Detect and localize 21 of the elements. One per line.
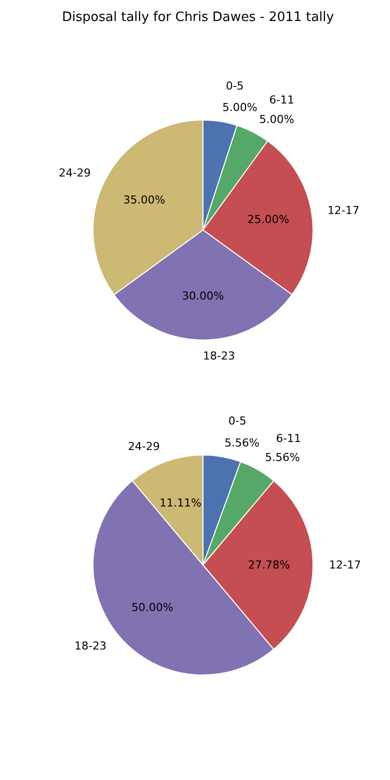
slice-label: 6-11 xyxy=(269,93,294,106)
data-label: 5.56% xyxy=(265,451,300,464)
slice-label: 18-23 xyxy=(74,639,106,652)
data-label: 5.00% xyxy=(259,113,294,126)
slice-label: 6-11 xyxy=(276,432,302,446)
slice-label: 0-5 xyxy=(226,79,244,92)
slice-label: 24-29 xyxy=(58,166,91,180)
data-label: 50.00% xyxy=(131,600,174,614)
slice-label: 12-17 xyxy=(329,558,361,572)
slice-label: 18-23 xyxy=(203,350,235,362)
slice-label: 24-29 xyxy=(128,440,160,454)
slice-label: 0-5 xyxy=(228,414,246,428)
data-label: 35.00% xyxy=(123,194,166,207)
data-label: 5.00% xyxy=(222,101,258,114)
data-label: 25.00% xyxy=(247,213,290,226)
chart-title: Disposal tally for Chris Dawes - 2011 tally xyxy=(61,10,335,25)
data-label: 30.00% xyxy=(182,290,224,302)
data-label: 5.56% xyxy=(224,436,260,450)
data-label: 27.78% xyxy=(248,558,290,572)
slice-label: 12-17 xyxy=(327,204,360,217)
data-label: 11.11% xyxy=(159,496,202,510)
